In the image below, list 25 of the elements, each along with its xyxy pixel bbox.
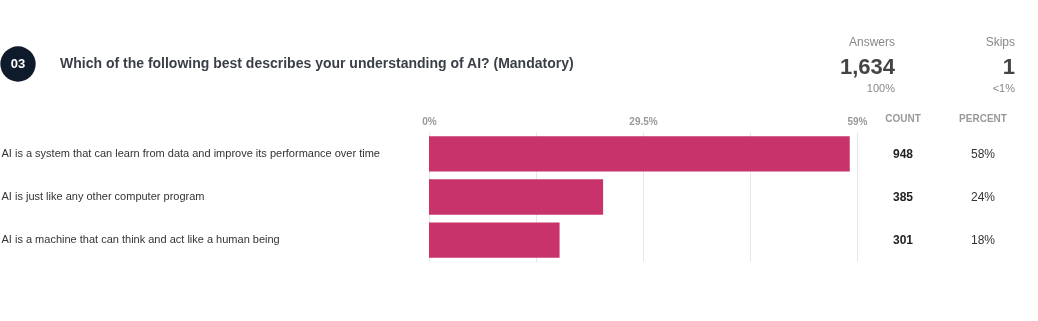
y-tick-label: AI is a machine that can think and act like a human being <box>1 233 280 246</box>
text: COUNT <box>885 113 921 124</box>
data-label: 24% <box>970 190 996 204</box>
text: 1,634 <box>839 54 896 79</box>
text: Answers <box>848 35 895 49</box>
x-tick-label: 0% <box>422 115 437 127</box>
x-tick-label: 59% <box>847 115 868 127</box>
x-tick-label: 29.5% <box>629 115 658 127</box>
text: 03 <box>10 56 26 71</box>
bar <box>429 136 850 172</box>
text: Which of the following best describes your understanding of AI? (Mandatory) <box>60 55 574 71</box>
bar <box>429 179 604 215</box>
text: 1 <box>1002 54 1015 79</box>
text: 948 <box>892 146 914 161</box>
y-tick-label: AI is a system that can learn from data and improve its performance over time <box>1 146 380 159</box>
data-label: 18% <box>970 233 996 248</box>
text: 100% <box>866 82 896 94</box>
text: PERCENT <box>959 113 1007 124</box>
text: <1% <box>992 82 1016 94</box>
text: Skips <box>985 35 1015 49</box>
y-tick-label: AI is just like any other computer program <box>1 190 205 202</box>
text: 385 <box>892 190 914 204</box>
data-label: 58% <box>970 146 996 161</box>
text: 301 <box>892 233 914 248</box>
bar <box>429 222 560 258</box>
